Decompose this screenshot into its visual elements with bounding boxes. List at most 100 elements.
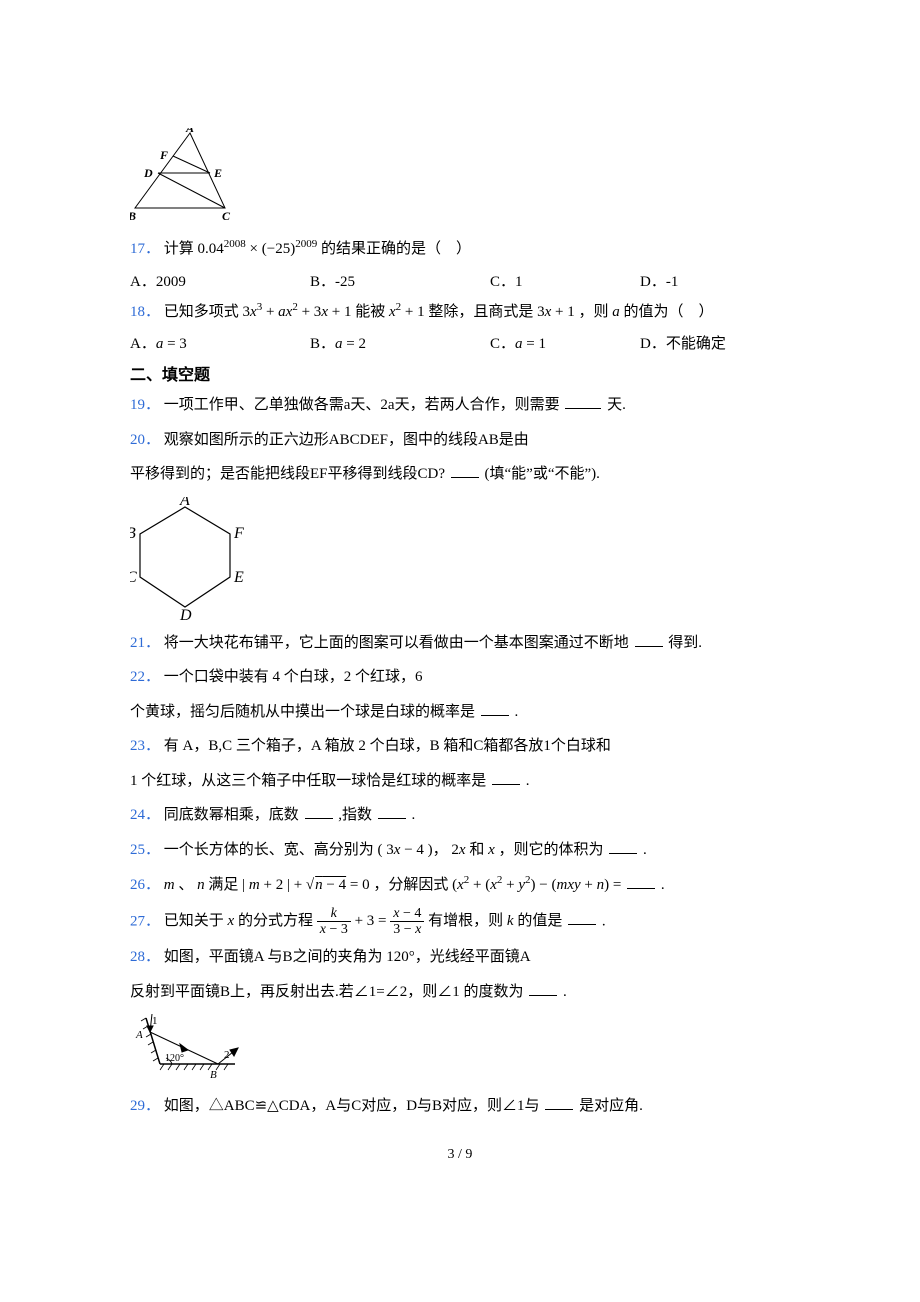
q20-blank xyxy=(451,462,479,478)
q28-figure: A B 1 2 120° xyxy=(130,1014,790,1084)
q29-num: 29． xyxy=(130,1098,160,1114)
q22-num: 22． xyxy=(130,669,160,685)
q19-num: 19． xyxy=(130,397,160,413)
q24-blank1 xyxy=(305,803,333,819)
hexagon-svg: A F E D C B xyxy=(130,497,250,621)
angle-120: 120° xyxy=(165,1053,184,1064)
q17: 17． 计算 0.042008 × (−25)2009 的结果正确的是（ ） xyxy=(130,234,790,264)
q17-optD: D．-1 xyxy=(640,270,790,291)
q17-text: 计算 0.042008 × (−25)2009 的结果正确的是（ ） xyxy=(164,241,471,257)
q18-optC: C．a = 1 xyxy=(490,332,640,353)
q18-text: 已知多项式 3x3 + ax2 + 3x + 1 能被 x2 + 1 整除，且商… xyxy=(164,304,714,320)
q26: 26． m 、 n 满足 | m + 2 | + √n − 4 = 0 ，分解因… xyxy=(130,870,790,900)
q26-text: m 、 n 满足 | m + 2 | + √n − 4 = 0 ，分解因式 (x… xyxy=(164,877,622,893)
q18-options: A．a = 3 B．a = 2 C．a = 1 D．不能确定 xyxy=(130,332,790,353)
q17-options: A．2009 B．-25 C．1 D．-1 xyxy=(130,270,790,291)
q21-after: 得到. xyxy=(668,635,702,651)
q23-num: 23． xyxy=(130,738,160,754)
hx-D: D xyxy=(179,607,192,621)
q23-l1: 23． 有 A，B,C 三个箱子，A 箱放 2 个白球，B 箱和C箱都各放1个白… xyxy=(130,732,790,761)
hx-A: A xyxy=(179,497,190,509)
q20-figure: A F E D C B xyxy=(130,497,790,621)
q27-text: 已知关于 x 的分式方程 kx − 3 + 3 = x − 43 − x 有增根… xyxy=(164,913,563,929)
q26-blank xyxy=(627,873,655,889)
q18-num: 18． xyxy=(130,304,160,320)
q24-blank2 xyxy=(378,803,406,819)
q20-l2: 平移得到的；是否能把线段EF平移得到线段CD? (填“能”或“不能”). xyxy=(130,460,790,489)
q22-l1: 22． 一个口袋中装有 4 个白球，2 个红球，6 xyxy=(130,663,790,692)
q16-figure: A B C D E F xyxy=(130,128,790,226)
q27: 27． 已知关于 x 的分式方程 kx − 3 + 3 = x − 43 − x… xyxy=(130,906,790,938)
pt-D: D xyxy=(143,166,153,180)
q18: 18． 已知多项式 3x3 + ax2 + 3x + 1 能被 x2 + 1 整… xyxy=(130,297,790,327)
q28-t2: 反射到平面镜B上，再反射出去.若∠1=∠2，则∠1 的度数为 xyxy=(130,984,523,1000)
pt-C: C xyxy=(222,209,231,223)
q19: 19． 一项工作甲、乙单独做各需a天、2a天，若两人合作，则需要 天. xyxy=(130,391,790,420)
q29-pre: 如图，△ABC≌△CDA，A与C对应，D与B对应，则∠1与 xyxy=(164,1098,540,1114)
q19-text: 一项工作甲、乙单独做各需a天、2a天，若两人合作，则需要 xyxy=(164,397,560,413)
page-number: 3 / 9 xyxy=(130,1147,790,1163)
q24: 24． 同底数幂相乘，底数 ,指数 . xyxy=(130,801,790,830)
pt-B: B xyxy=(130,209,136,223)
q25-after: . xyxy=(643,842,647,858)
q20-t2a: 平移得到的；是否能把线段EF平移得到线段CD? xyxy=(130,466,449,482)
q24-after: . xyxy=(412,807,416,823)
q28-l2: 反射到平面镜B上，再反射出去.若∠1=∠2，则∠1 的度数为 . xyxy=(130,978,790,1007)
hx-F: F xyxy=(233,525,244,542)
pt-A: A xyxy=(185,128,194,135)
q25-blank xyxy=(609,838,637,854)
pt-E: E xyxy=(213,166,222,180)
hx-C: C xyxy=(130,569,137,586)
q20-l1: 20． 观察如图所示的正六边形ABCDEF，图中的线段AB是由 xyxy=(130,426,790,455)
q28-t1: 如图，平面镜A 与B之间的夹角为 120°，光线经平面镜A xyxy=(164,949,531,965)
q24-t2: ,指数 xyxy=(338,807,372,823)
q23-t2: 1 个红球，从这三个箱子中任取一球恰是红球的概率是 xyxy=(130,773,486,789)
q24-t1: 同底数幂相乘，底数 xyxy=(164,807,299,823)
angle-2: 2 xyxy=(224,1049,230,1061)
q23-t1: 有 A，B,C 三个箱子，A 箱放 2 个白球，B 箱和C箱都各放1个白球和 xyxy=(164,738,611,754)
q27-num: 27． xyxy=(130,913,160,929)
q28-l1: 28． 如图，平面镜A 与B之间的夹角为 120°，光线经平面镜A xyxy=(130,943,790,972)
q26-num: 26． xyxy=(130,877,160,893)
q25-num: 25． xyxy=(130,842,160,858)
angle-1: 1 xyxy=(152,1015,158,1027)
q22-t1: 一个口袋中装有 4 个白球，2 个红球，6 xyxy=(164,669,423,685)
q18-optA: A．a = 3 xyxy=(130,332,310,353)
q28-num: 28． xyxy=(130,949,160,965)
q18-optB: B．a = 2 xyxy=(310,332,490,353)
m-B: B xyxy=(210,1069,217,1081)
q23-l2: 1 个红球，从这三个箱子中任取一球恰是红球的概率是 . xyxy=(130,767,790,796)
q21-text: 将一大块花布铺平，它上面的图案可以看做由一个基本图案通过不断地 xyxy=(164,635,629,651)
q29-blank xyxy=(545,1094,573,1110)
q21-num: 21． xyxy=(130,635,160,651)
q21-blank xyxy=(635,631,663,647)
q29-after: 是对应角. xyxy=(579,1098,643,1114)
pt-F: F xyxy=(159,148,168,162)
hx-E: E xyxy=(233,569,244,586)
triangle-svg: A B C D E F xyxy=(130,128,240,226)
m-A: A xyxy=(135,1029,143,1041)
q26-after: . xyxy=(661,877,665,893)
q19-after: 天. xyxy=(607,397,626,413)
q22-after: . xyxy=(515,704,519,720)
q27-after: . xyxy=(602,913,606,929)
q24-num: 24． xyxy=(130,807,160,823)
q22-l2: 个黄球，摇匀后随机从中摸出一个球是白球的概率是 . xyxy=(130,698,790,727)
q19-blank xyxy=(565,393,601,409)
q25: 25． 一个长方体的长、宽、高分别为 ( 3x − 4 )， 2x 和 x ，则… xyxy=(130,836,790,865)
worksheet-page: A B C D E F 17． 计算 0.042008 × (−25)2009 … xyxy=(0,0,920,1223)
hx-B: B xyxy=(130,525,136,542)
q17-optA: A．2009 xyxy=(130,270,310,291)
q28-blank xyxy=(529,980,557,996)
q17-optB: B．-25 xyxy=(310,270,490,291)
q20-num: 20． xyxy=(130,432,160,448)
q20-t1: 观察如图所示的正六边形ABCDEF，图中的线段AB是由 xyxy=(164,432,529,448)
q22-t2: 个黄球，摇匀后随机从中摸出一个球是白球的概率是 xyxy=(130,704,475,720)
q23-blank xyxy=(492,769,520,785)
q17-num: 17． xyxy=(130,241,160,257)
q27-blank xyxy=(568,909,596,925)
q29: 29． 如图，△ABC≌△CDA，A与C对应，D与B对应，则∠1与 是对应角. xyxy=(130,1092,790,1121)
q28-after: . xyxy=(563,984,567,1000)
q17-optC: C．1 xyxy=(490,270,640,291)
q18-optD: D．不能确定 xyxy=(640,332,790,353)
